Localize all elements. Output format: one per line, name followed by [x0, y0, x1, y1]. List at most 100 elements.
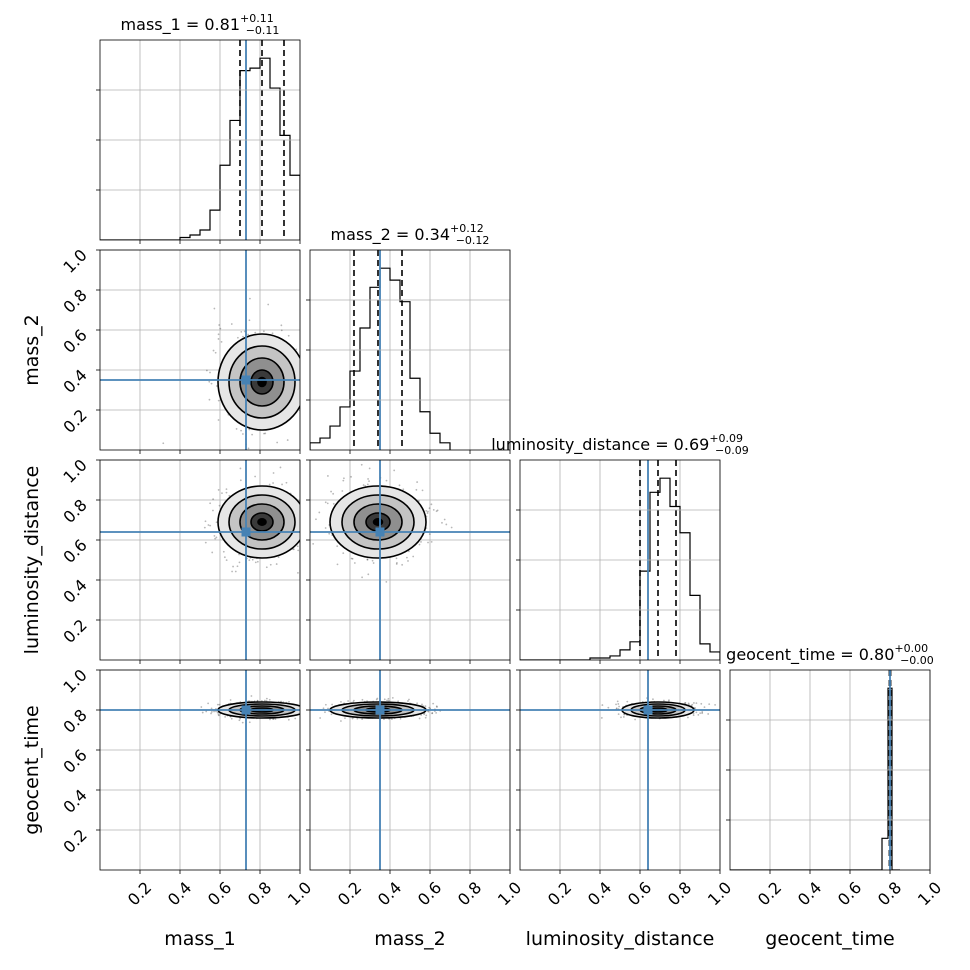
sample-point [431, 712, 434, 715]
sample-point [212, 349, 215, 352]
title-main: mass_1 = 0.81 [121, 15, 240, 35]
truth-marker [643, 705, 653, 715]
sample-point [321, 521, 323, 523]
panel-frame [309, 459, 511, 661]
sample-point [256, 483, 258, 485]
sample-point [687, 702, 690, 705]
title-main: luminosity_distance = 0.69 [491, 435, 709, 455]
sample-point [302, 382, 304, 384]
x-axis-label-mass_2: mass_2 [374, 928, 446, 950]
sample-point [315, 419, 317, 421]
sample-point [228, 494, 231, 497]
sample-point [302, 703, 304, 705]
sample-point [618, 705, 620, 708]
sample-point [383, 698, 386, 701]
y-tick-label: 1.0 [59, 455, 90, 486]
sample-point [225, 559, 228, 562]
sample-point [435, 711, 438, 714]
sample-point [240, 330, 243, 333]
sample-point [238, 553, 240, 556]
sample-point [407, 700, 409, 702]
title-minus: −0.09 [715, 444, 749, 457]
x-axis-label-luminosity_distance: luminosity_distance [526, 928, 715, 950]
sample-point [652, 698, 654, 701]
sample-point [387, 699, 390, 702]
sample-point [247, 333, 250, 336]
panel-geocent_time-vs-mass_1: 0.2 0.4 0.6 0.8 1.0 0.2 0.4 0.6 0.8 1.0 [59, 665, 315, 909]
sample-point [269, 718, 271, 721]
sample-point [687, 716, 689, 719]
sample-point [209, 502, 212, 505]
sample-point [386, 699, 388, 702]
title-main: geocent_time = 0.80 [726, 645, 894, 665]
sample-point [313, 501, 315, 503]
sample-point [301, 389, 303, 391]
sample-point [324, 503, 326, 505]
sample-point [328, 532, 331, 535]
y-tick-label: 0.2 [59, 825, 90, 856]
sample-point [435, 510, 438, 513]
sample-point [436, 509, 439, 512]
x-tick-label: 0.2 [544, 878, 575, 909]
truth-marker [375, 705, 385, 715]
sample-point [212, 509, 214, 512]
sample-point [697, 713, 700, 716]
sample-point [236, 336, 239, 339]
x-tick-label: 1.0 [284, 878, 315, 909]
x-tick-label: 0.4 [374, 878, 405, 909]
sample-point [256, 560, 259, 563]
sample-point [217, 399, 220, 402]
sample-point [308, 708, 310, 710]
y-tick-label: 0.8 [59, 495, 90, 526]
sample-point [306, 335, 308, 337]
x-tick-label: 0.6 [834, 878, 865, 909]
sample-point [684, 702, 687, 704]
sample-point [334, 386, 336, 388]
sample-point [287, 334, 290, 337]
sample-point [303, 351, 305, 353]
sample-point [361, 698, 364, 701]
sample-point [279, 466, 282, 469]
sample-point [425, 714, 428, 717]
y-tick-label: 1.0 [59, 665, 90, 696]
sample-point [692, 712, 695, 715]
panel-frame [519, 669, 721, 871]
sample-point [208, 380, 211, 383]
sample-point [368, 480, 370, 483]
sample-point [406, 556, 408, 559]
sample-point [217, 333, 220, 336]
sample-point [264, 432, 267, 435]
sample-point [408, 698, 410, 701]
y-tick-label: 0.8 [59, 285, 90, 316]
sample-point [218, 504, 221, 507]
sample-point [351, 557, 354, 560]
sample-point [407, 550, 410, 553]
x-tick-label: 0.8 [874, 878, 905, 909]
sample-point [307, 705, 309, 707]
sample-point [215, 521, 218, 524]
sample-point [205, 369, 208, 372]
sample-point [304, 499, 306, 501]
sample-point [701, 711, 704, 713]
title-mass_2: mass_2 = 0.34+0.12 −0.12 [331, 222, 490, 247]
sample-point [242, 335, 244, 338]
sample-point [350, 557, 353, 560]
x-axis-label-geocent_time: geocent_time [765, 928, 894, 950]
sample-point [247, 447, 250, 450]
contour-1 [341, 494, 415, 550]
sample-point [693, 702, 695, 704]
sample-point [205, 710, 208, 713]
x-tick-label: 0.8 [244, 878, 275, 909]
sample-point [301, 441, 303, 443]
sample-point [276, 441, 279, 444]
sample-point [431, 712, 434, 714]
sample-point [230, 323, 233, 325]
sample-point [305, 706, 307, 708]
sample-point [312, 542, 315, 545]
sample-point [318, 511, 321, 514]
sample-point [432, 702, 435, 705]
contour-3 [250, 369, 274, 395]
sample-point [272, 718, 274, 721]
sample-point [366, 558, 369, 561]
panel-mass_2-vs-mass_2 [306, 249, 511, 454]
